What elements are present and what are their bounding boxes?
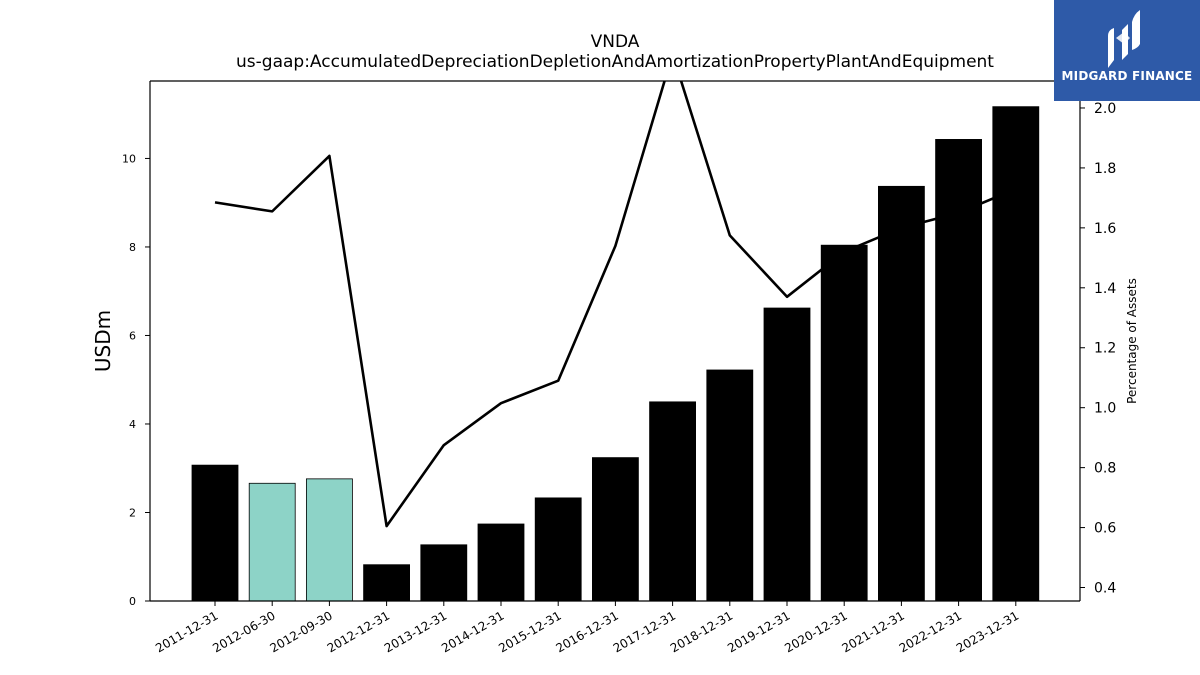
- x-tick-label: 2017-12-31: [611, 608, 678, 655]
- y-tick-label: 0: [129, 595, 136, 608]
- y2-tick-label: 0.4: [1094, 581, 1116, 597]
- bar: [820, 244, 868, 602]
- y2-tick-label: 0.6: [1094, 521, 1116, 537]
- chart-title: VNDA: [590, 32, 640, 52]
- x-tick-label: 2018-12-31: [668, 608, 735, 655]
- x-tick-label: 2016-12-31: [553, 608, 620, 655]
- midgard-logo-icon: [1108, 10, 1140, 68]
- bar: [420, 544, 468, 602]
- chart-subtitle: us-gaap:AccumulatedDepreciationDepletion…: [236, 52, 994, 72]
- y-axis-label: USDm: [91, 310, 115, 372]
- y-tick-label: 4: [129, 418, 136, 431]
- y-tick-label: 6: [129, 329, 136, 342]
- bar: [935, 139, 982, 602]
- bar: [992, 106, 1040, 602]
- bar: [534, 497, 582, 602]
- x-tick-label: 2013-12-31: [382, 608, 449, 655]
- y2-axis-label: Percentage of Assets: [1125, 278, 1139, 404]
- y-tick-label: 8: [129, 241, 136, 254]
- bar: [763, 307, 811, 602]
- x-tick-label: 2012-09-30: [267, 608, 334, 655]
- x-tick-label: 2014-12-31: [439, 608, 506, 655]
- y2-tick-label: 1.0: [1094, 401, 1116, 417]
- bar: [878, 185, 925, 602]
- bar: [477, 523, 525, 602]
- bar: [248, 482, 296, 602]
- y2-tick-label: 1.8: [1094, 161, 1116, 177]
- logo: MIDGARD FINANCE: [1054, 0, 1200, 101]
- bar: [191, 464, 239, 602]
- x-tick-label: 2020-12-31: [782, 608, 849, 655]
- y2-tick-label: 1.6: [1094, 221, 1116, 237]
- x-tick-label: 2021-12-31: [839, 608, 906, 655]
- x-tick-label: 2023-12-31: [954, 608, 1021, 655]
- y-tick-label: 10: [122, 152, 136, 165]
- y2-tick-label: 1.2: [1094, 341, 1116, 357]
- x-tick-label: 2012-06-30: [210, 608, 277, 655]
- bar: [363, 564, 411, 602]
- y2-tick-label: 1.4: [1094, 281, 1116, 297]
- bar: [649, 401, 696, 602]
- bar: [305, 478, 353, 602]
- x-tick-label: 2015-12-31: [496, 608, 563, 655]
- y-tick-label: 2: [129, 506, 136, 519]
- logo-text: MIDGARD FINANCE: [1061, 69, 1193, 83]
- percentage-line: [214, 81, 1017, 528]
- bar: [706, 369, 754, 602]
- x-tick-label: 2022-12-31: [897, 608, 964, 655]
- x-tick-label: 2011-12-31: [153, 608, 220, 655]
- bar: [592, 457, 639, 602]
- x-tick-label: 2019-12-31: [725, 608, 792, 655]
- x-tick-label: 2012-12-31: [325, 608, 392, 655]
- y2-tick-label: 0.8: [1094, 461, 1116, 477]
- y2-tick-label: 2.0: [1094, 101, 1116, 117]
